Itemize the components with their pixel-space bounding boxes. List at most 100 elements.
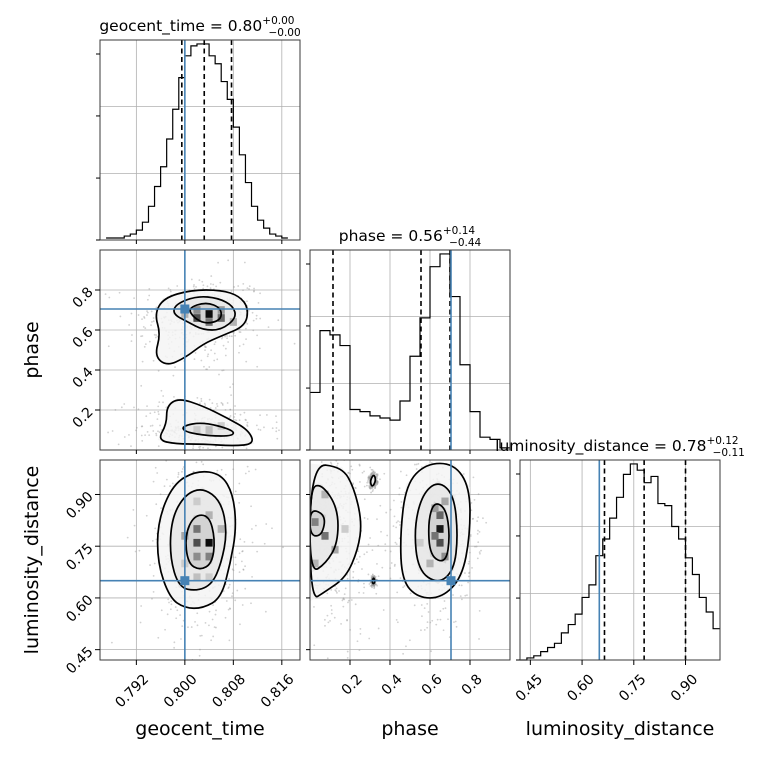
sample-point — [375, 476, 378, 479]
density-cell — [441, 497, 449, 506]
sample-point — [221, 404, 224, 406]
y-tick-label: 0.75 — [63, 541, 96, 574]
sample-point — [231, 592, 234, 595]
sample-point — [371, 584, 374, 587]
sample-point — [170, 603, 173, 606]
sample-point — [393, 515, 396, 518]
sample-point — [370, 472, 373, 475]
sample-point — [363, 517, 366, 519]
sample-point — [246, 425, 249, 428]
x-axis-label: geocent_time — [135, 718, 264, 740]
sample-point — [444, 607, 447, 610]
sample-point — [204, 346, 207, 349]
sample-point — [417, 462, 420, 465]
sample-point — [239, 538, 242, 541]
sample-point — [248, 288, 250, 290]
sample-point — [402, 586, 405, 589]
sample-point — [214, 445, 217, 448]
sample-point — [372, 575, 374, 578]
sample-point — [202, 287, 205, 290]
sample-point — [375, 484, 377, 487]
sample-point — [138, 549, 141, 552]
sample-point — [376, 483, 379, 485]
sample-point — [372, 471, 375, 474]
sample-point — [389, 577, 392, 580]
density-cell — [321, 532, 329, 540]
sample-point — [363, 582, 365, 585]
sample-point — [144, 343, 147, 346]
sample-point — [233, 286, 235, 288]
sample-point — [205, 368, 208, 371]
sample-point — [256, 365, 259, 368]
sample-point — [130, 445, 132, 448]
sample-point — [373, 584, 375, 587]
sample-point — [245, 419, 247, 422]
sample-point — [204, 404, 207, 406]
sample-point — [371, 576, 374, 579]
sample-point — [475, 545, 478, 548]
sample-point — [252, 319, 255, 322]
sample-point — [366, 481, 369, 484]
sample-point — [369, 581, 372, 584]
sample-point — [477, 493, 480, 496]
sample-point — [342, 605, 345, 608]
sample-point — [376, 480, 379, 483]
sample-point — [347, 471, 350, 474]
sample-point — [242, 343, 245, 346]
sample-point — [369, 486, 372, 488]
density-cell — [205, 310, 213, 318]
sample-point — [370, 487, 373, 489]
sample-point — [244, 418, 247, 421]
sample-point — [165, 478, 168, 481]
y-axis-label: phase — [21, 321, 43, 378]
sample-point — [107, 431, 109, 434]
sample-point — [232, 569, 235, 572]
sample-point — [323, 618, 326, 621]
sample-point — [228, 578, 231, 580]
sample-point — [350, 465, 353, 468]
panel-frame — [519, 459, 721, 661]
title-minus: −0.00 — [268, 27, 300, 39]
sample-point — [170, 600, 173, 602]
sample-point — [238, 331, 241, 333]
sample-point — [405, 474, 408, 477]
sample-point — [253, 290, 255, 293]
sample-point — [375, 482, 378, 485]
sample-point — [373, 575, 376, 577]
sample-point — [241, 550, 244, 553]
sample-point — [204, 349, 206, 352]
contour-line — [173, 295, 236, 331]
sample-point — [369, 581, 372, 583]
sample-point — [371, 585, 373, 588]
sample-point — [181, 625, 184, 628]
sample-point — [140, 605, 143, 607]
sample-point — [206, 285, 209, 288]
sample-point — [245, 338, 247, 341]
title-plus: +0.00 — [262, 15, 294, 27]
sample-point — [234, 419, 236, 421]
sample-point — [478, 609, 481, 612]
sample-point — [162, 395, 165, 397]
sample-point — [250, 505, 252, 508]
contour-line — [169, 489, 227, 591]
y-tick-label: 0.4 — [70, 364, 97, 391]
sample-point — [372, 575, 375, 578]
sample-point — [376, 482, 379, 484]
sample-point — [351, 468, 354, 471]
sample-point — [220, 401, 223, 404]
sample-point — [255, 314, 258, 317]
sample-point — [374, 485, 377, 488]
sample-point — [200, 400, 203, 402]
sample-point — [169, 608, 172, 611]
sample-point — [155, 334, 158, 336]
sample-point — [201, 280, 204, 283]
sample-point — [251, 311, 254, 314]
sample-point — [372, 584, 375, 587]
sample-point — [470, 509, 473, 512]
sample-point — [352, 576, 355, 579]
sample-point — [173, 396, 175, 398]
sample-point — [139, 621, 142, 624]
sample-point — [259, 414, 261, 417]
sample-point — [143, 316, 145, 318]
x-tick-label: 0.800 — [161, 671, 201, 711]
